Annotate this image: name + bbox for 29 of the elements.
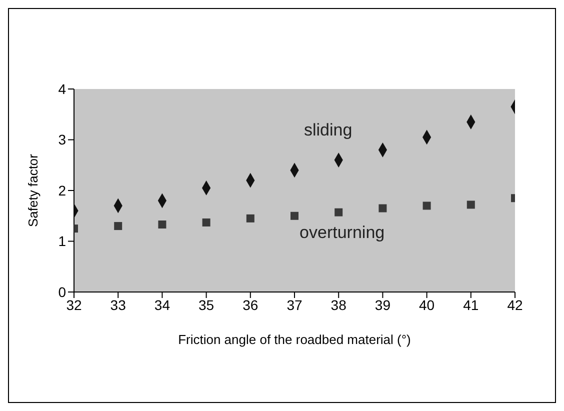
y-axis-title: Safety factor [26,153,41,227]
x-tick-label: 33 [110,296,126,313]
x-tick-label: 40 [419,296,435,313]
series-label: sliding [304,120,352,140]
x-tick-label: 36 [242,296,258,313]
x-axis-title: Friction angle of the roadbed material (°) [178,332,411,347]
x-tick-label: 39 [374,296,391,313]
x-tick-label: 41 [463,296,479,313]
y-tick-label: 0 [58,284,66,300]
point [466,200,475,209]
y-tick-label: 2 [58,182,66,198]
series-label: overturning [300,222,385,242]
point [114,222,122,230]
x-tick-label: 37 [286,296,302,313]
point [334,208,343,216]
y-tick-label: 1 [58,233,66,250]
point [158,220,166,229]
x-tick-label: 34 [154,296,170,313]
y-tick-label: 4 [58,80,66,97]
x-tick-label: 38 [330,296,347,313]
point [378,204,387,212]
x-tick-label: 32 [66,296,82,313]
y-tick-label: 3 [58,132,66,148]
point [246,214,254,222]
point [422,202,431,210]
point [202,218,210,226]
x-tick-label: 35 [198,296,214,313]
point [290,212,298,220]
x-tick-label: 42 [507,296,523,313]
